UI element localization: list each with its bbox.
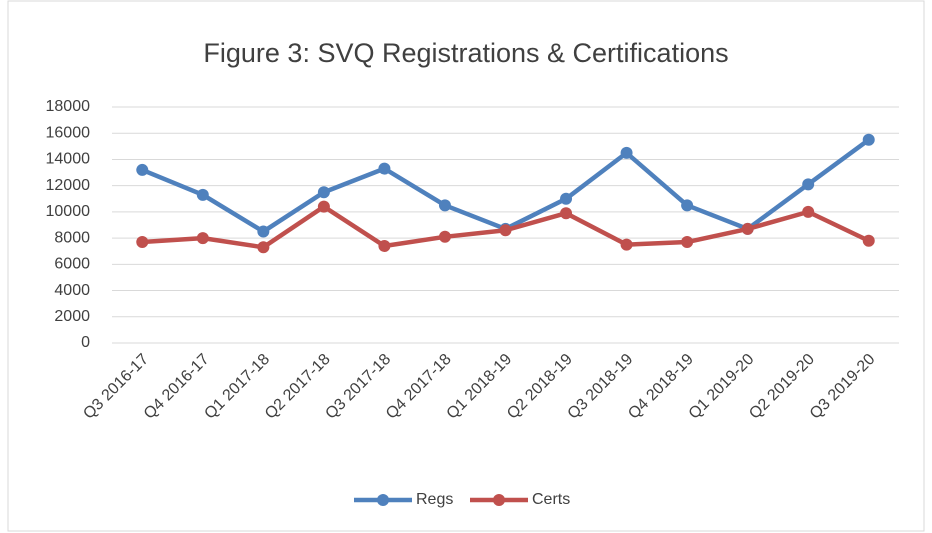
data-point (257, 241, 270, 254)
data-point (681, 199, 694, 212)
data-point (136, 163, 149, 176)
data-point (196, 232, 209, 245)
data-point (862, 234, 875, 247)
legend-marker (493, 494, 505, 506)
data-point (438, 230, 451, 243)
data-point (196, 188, 209, 201)
data-point (499, 224, 512, 237)
data-point (378, 162, 391, 175)
y-tick-label: 18000 (46, 98, 91, 115)
data-point (862, 133, 875, 146)
legend-label: Regs (416, 491, 453, 508)
y-tick-label: 4000 (54, 282, 90, 299)
y-tick-label: 8000 (54, 229, 90, 246)
data-point (560, 192, 573, 205)
data-point (317, 200, 330, 213)
data-point (438, 199, 451, 212)
y-tick-label: 2000 (54, 308, 90, 325)
data-point (378, 239, 391, 252)
y-tick-label: 14000 (46, 151, 91, 168)
data-point (136, 236, 149, 249)
y-tick-label: 10000 (46, 203, 91, 220)
y-tick-label: 6000 (54, 256, 90, 273)
chart-border (7, 0, 925, 532)
data-point (802, 178, 815, 191)
y-tick-label: 12000 (46, 177, 91, 194)
y-tick-label: 0 (81, 334, 90, 351)
legend-label: Certs (532, 491, 570, 508)
data-point (681, 236, 694, 249)
data-point (620, 146, 633, 159)
chart-title: Figure 3: SVQ Registrations & Certificat… (203, 38, 728, 68)
data-point (560, 207, 573, 220)
data-point (802, 205, 815, 218)
y-tick-label: 16000 (46, 124, 91, 141)
data-point (620, 238, 633, 251)
data-point (741, 222, 754, 235)
data-point (257, 225, 270, 238)
data-point (317, 186, 330, 199)
legend-marker (377, 494, 389, 506)
